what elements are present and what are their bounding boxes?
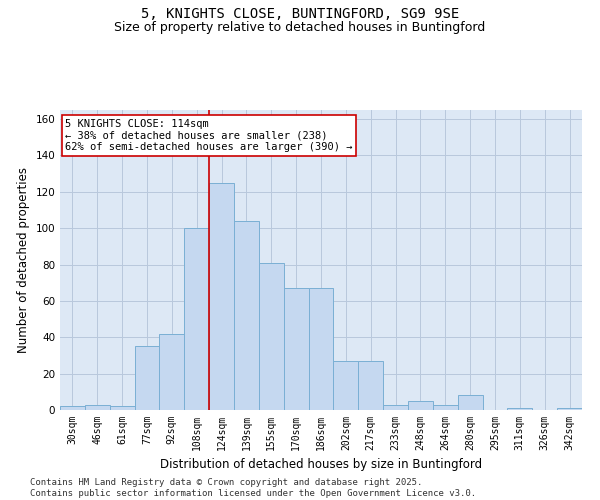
Bar (234, 221, 259, 410)
Bar (110, 406, 134, 410)
Bar (383, 404, 408, 410)
Bar (160, 334, 184, 410)
Bar (259, 262, 284, 410)
Bar (358, 361, 383, 410)
Bar (508, 408, 532, 410)
Text: Size of property relative to detached houses in Buntingford: Size of property relative to detached ho… (115, 21, 485, 34)
Bar (433, 404, 458, 410)
Bar (184, 228, 209, 410)
Bar (134, 346, 160, 410)
Bar (308, 288, 334, 410)
Bar (85, 404, 110, 410)
Bar (458, 396, 482, 410)
X-axis label: Distribution of detached houses by size in Buntingford: Distribution of detached houses by size … (160, 458, 482, 471)
Bar (408, 401, 433, 410)
Y-axis label: Number of detached properties: Number of detached properties (17, 167, 30, 353)
Text: Contains HM Land Registry data © Crown copyright and database right 2025.
Contai: Contains HM Land Registry data © Crown c… (30, 478, 476, 498)
Bar (284, 288, 308, 410)
Bar (334, 361, 358, 410)
Text: 5 KNIGHTS CLOSE: 114sqm
← 38% of detached houses are smaller (238)
62% of semi-d: 5 KNIGHTS CLOSE: 114sqm ← 38% of detache… (65, 119, 353, 152)
Text: 5, KNIGHTS CLOSE, BUNTINGFORD, SG9 9SE: 5, KNIGHTS CLOSE, BUNTINGFORD, SG9 9SE (141, 8, 459, 22)
Bar (557, 408, 582, 410)
Bar (209, 182, 234, 410)
Bar (60, 406, 85, 410)
